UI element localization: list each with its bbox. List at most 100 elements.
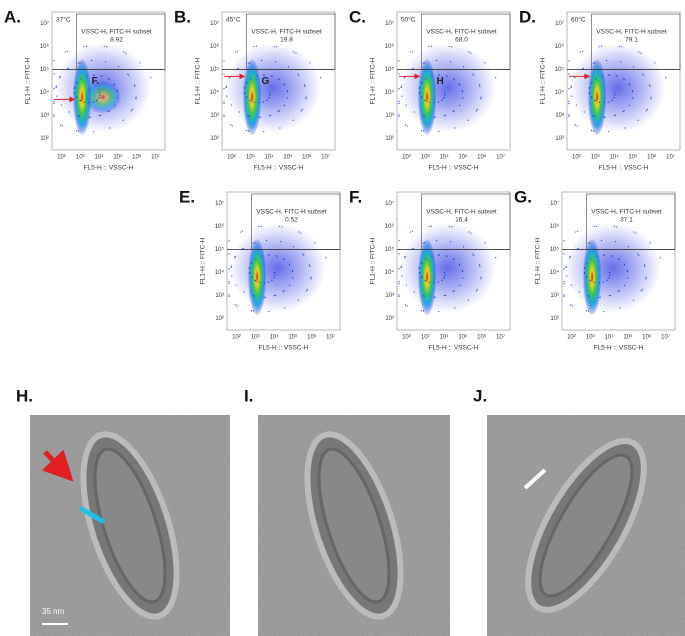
gate-name: VSSC-H, FITC-H subset [256, 209, 327, 216]
event-dot [251, 262, 253, 264]
y-tick-label: 10⁵ [550, 246, 560, 253]
event-dot [113, 104, 116, 106]
event-dot [279, 127, 281, 129]
event-dot [88, 102, 90, 104]
panel-label: J. [473, 386, 487, 405]
event-dot [79, 99, 81, 101]
event-dot [594, 99, 596, 101]
event-dot [75, 130, 78, 132]
event-dot [645, 276, 647, 278]
event-dot [598, 282, 600, 284]
event-dot [98, 115, 100, 117]
event-dot [648, 84, 651, 86]
event-dot [53, 101, 55, 103]
event-dot [412, 247, 415, 249]
annotation: G [262, 76, 270, 87]
event-dot [230, 265, 233, 267]
event-dot [598, 45, 600, 48]
event-dot [588, 295, 590, 297]
x-tick-label: 10² [227, 155, 236, 161]
event-dot [266, 99, 268, 101]
event-dot [453, 290, 455, 292]
event-dot [444, 114, 447, 116]
event-dot [234, 255, 236, 258]
event-dot [99, 94, 101, 96]
event-dot [430, 45, 433, 47]
event-dot [578, 291, 580, 293]
event-dot [640, 52, 642, 54]
event-dot [268, 97, 270, 99]
event-dot [467, 119, 469, 121]
event-dot [238, 111, 240, 113]
event-dot [398, 115, 400, 117]
y-tick-label: 10² [555, 136, 564, 142]
event-dot [476, 288, 478, 291]
event-dot [292, 277, 294, 279]
event-dot [437, 281, 439, 283]
event-dot [268, 115, 270, 117]
event-dot [228, 281, 230, 283]
event-dot [245, 96, 248, 98]
event-dot [458, 284, 461, 286]
gate-box [591, 13, 681, 70]
event-dot [448, 45, 450, 48]
panel-label: G. [514, 187, 532, 206]
event-dot [245, 130, 248, 132]
event-dot [606, 279, 608, 281]
event-dot [453, 78, 455, 81]
event-dot [247, 62, 249, 64]
event-dot [607, 101, 609, 103]
event-dot [242, 247, 245, 249]
event-dot [443, 295, 445, 297]
event-dot [443, 97, 445, 99]
event-dot [616, 226, 618, 228]
event-dot [446, 75, 448, 77]
event-dot [420, 130, 423, 132]
event-dot [609, 294, 612, 296]
event-dot [269, 114, 272, 116]
event-dot [226, 95, 228, 97]
event-dot [77, 62, 79, 64]
event-dot [423, 295, 425, 297]
event-dot [615, 75, 617, 77]
event-dot [263, 74, 266, 76]
event-dot [480, 276, 482, 278]
event-dot [230, 266, 232, 269]
event-dot [642, 73, 644, 75]
x-tick-label: 10⁴ [609, 154, 619, 161]
event-dot [420, 310, 423, 312]
event-dot [400, 266, 402, 269]
event-dot [256, 75, 258, 77]
event-dot [438, 74, 441, 76]
event-dot [398, 73, 400, 75]
y-tick-label: 10³ [555, 113, 564, 119]
x-axis-label: FL5-H :: VSSC-H [84, 165, 134, 172]
y-tick-label: 10⁴ [550, 269, 560, 276]
event-dot [99, 114, 102, 116]
event-dot [438, 254, 441, 256]
event-dot [583, 111, 585, 113]
event-dot [601, 75, 603, 77]
x-axis-label: FL5-H :: VSSC-H [599, 165, 649, 172]
event-dot [73, 91, 76, 94]
event-dot [93, 74, 96, 76]
event-dot [305, 98, 307, 100]
y-tick-label: 10⁷ [550, 200, 559, 207]
event-dot [286, 90, 289, 92]
event-dot [589, 86, 591, 89]
event-dot [569, 255, 571, 258]
event-dot [303, 254, 305, 256]
event-dot [603, 116, 605, 118]
event-dot [398, 60, 400, 62]
event-dot [610, 255, 612, 257]
x-tick-label: 10⁶ [302, 154, 312, 161]
event-dot [295, 52, 297, 54]
event-dot [53, 114, 55, 116]
event-dot [593, 115, 595, 117]
event-dot [563, 268, 565, 270]
event-dot [462, 66, 465, 68]
event-dot [250, 276, 253, 278]
panel-label: F. [349, 187, 362, 206]
